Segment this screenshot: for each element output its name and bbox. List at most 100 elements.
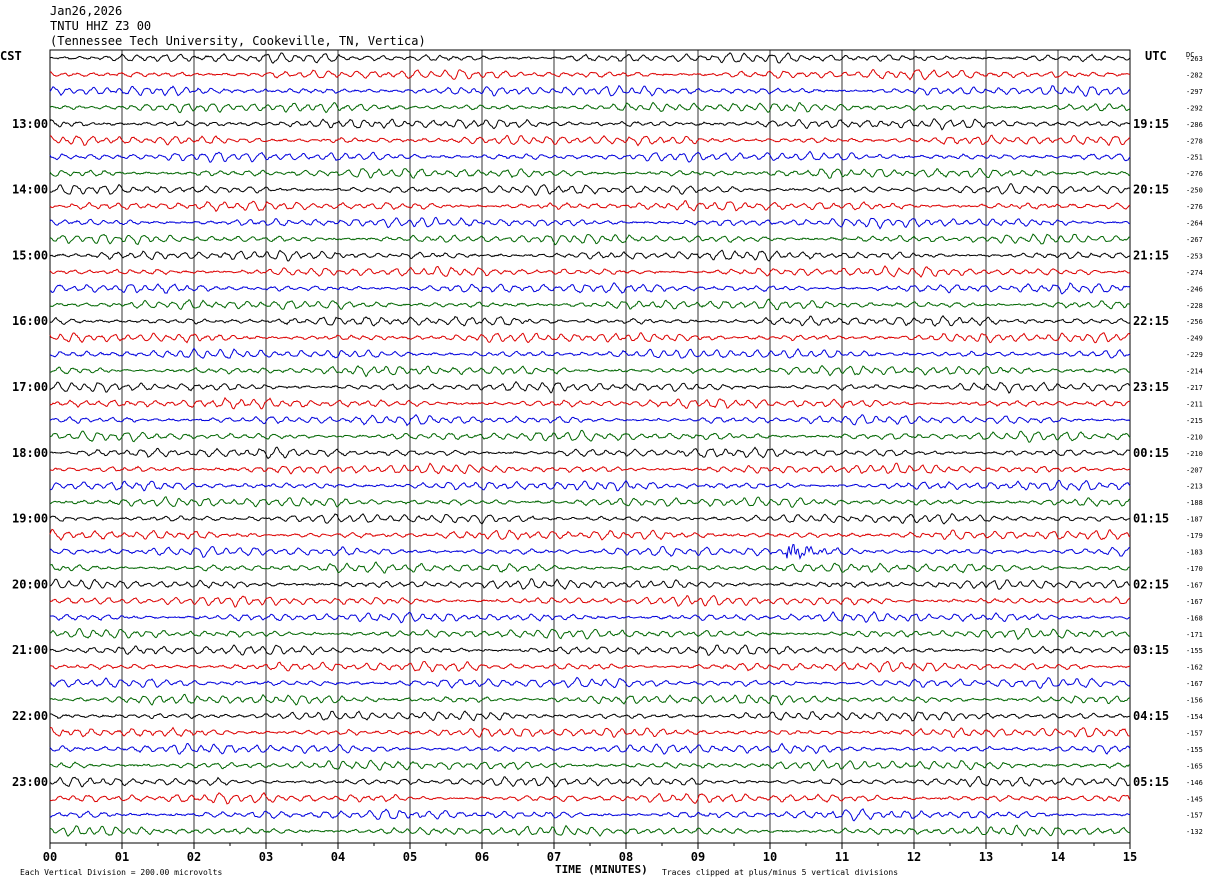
x-tick-label: 07 [547,850,561,864]
dc-offset-label: -267 [1186,236,1203,244]
dc-offset-label: -213 [1186,483,1203,491]
seismic-trace [49,134,1131,147]
seismic-trace [49,396,1131,410]
dc-offset-label: -170 [1186,565,1203,573]
seismic-trace [49,52,1131,64]
x-tick-label: 01 [115,850,129,864]
dc-offset-label: -249 [1186,335,1203,343]
dc-offset-label: -297 [1186,88,1203,96]
utc-hour-label: 19:15 [1133,117,1169,131]
utc-hour-label: 01:15 [1133,512,1169,526]
header-date: Jan26,2026 [50,4,123,18]
seismic-trace [49,84,1131,97]
x-tick-label: 15 [1123,850,1137,864]
dc-offset-label: -286 [1186,121,1203,129]
x-tick-label: 00 [43,850,57,864]
seismic-trace [49,644,1130,656]
dc-header-label: DC [1186,51,1194,59]
dc-offset-label: -214 [1186,368,1203,376]
seismic-trace [49,808,1131,822]
header-station: TNTU HHZ Z3 00 [50,19,152,33]
dc-offset-label: -155 [1186,647,1203,655]
seismic-trace [49,233,1131,246]
dc-offset-label: -154 [1186,713,1203,721]
dc-offset-label: -246 [1186,285,1203,293]
cst-hour-label: 22:00 [12,709,48,723]
dc-offset-label: -274 [1186,269,1203,277]
utc-hour-label: 02:15 [1133,577,1169,591]
dc-offset-label: -156 [1186,697,1203,705]
clip-note: Traces clipped at plus/minus 5 vertical … [662,868,898,877]
header-location: (Tennessee Tech University, Cookeville, … [50,34,426,48]
scale-note: Each Vertical Division = 200.00 microvol… [20,868,222,877]
dc-offset-label: -276 [1186,170,1203,178]
dc-offset-label: -253 [1186,252,1203,260]
seismic-trace [49,824,1131,837]
dc-offset-label: -155 [1186,746,1203,754]
dc-offset-label: -165 [1186,762,1203,770]
dc-offset-label: -157 [1186,729,1203,737]
utc-axis-label: UTC [1145,49,1167,63]
cst-hour-label: 21:00 [12,643,48,657]
seismic-trace [49,347,1131,359]
cst-hour-label: 18:00 [12,446,48,460]
dc-offset-label: -162 [1186,664,1203,672]
utc-hour-label: 20:15 [1133,183,1169,197]
seismic-trace [49,611,1131,624]
x-tick-label: 04 [331,850,345,864]
seismic-trace [49,101,1131,114]
dc-offset-label: -167 [1186,680,1203,688]
seismic-trace [49,446,1131,460]
seismic-trace [49,282,1131,295]
seismic-trace [49,496,1131,508]
dc-offset-label: -210 [1186,450,1203,458]
seismic-trace [49,429,1131,443]
dc-offset-label: -157 [1186,812,1203,820]
seismic-trace [49,462,1131,475]
x-tick-label: 10 [763,850,777,864]
plot-frame [49,49,1131,844]
dc-offset-label: -210 [1186,433,1203,441]
dc-offset-label: -167 [1186,581,1203,589]
dc-offset-label: -145 [1186,795,1203,803]
dc-offset-label: -217 [1186,384,1203,392]
dc-offset-label: -187 [1186,516,1203,524]
dc-offset-label: -292 [1186,104,1203,112]
dc-offset-label: -132 [1186,828,1203,836]
seismic-trace [49,676,1131,690]
dc-offset-label: -146 [1186,779,1203,787]
seismic-trace [49,200,1131,213]
seismic-trace [49,578,1131,590]
seismic-trace [49,543,1131,560]
cst-hour-label: 20:00 [12,577,48,591]
seismic-trace [49,660,1131,673]
x-tick-label: 12 [907,850,921,864]
seismic-trace [49,315,1131,327]
dc-offset-label: -276 [1186,203,1203,211]
x-tick-label: 09 [691,850,705,864]
seismic-trace [49,710,1131,722]
dc-offset-label: -263 [1186,55,1203,63]
cst-hour-label: 15:00 [12,248,48,262]
seismic-trace [49,265,1131,278]
seismic-trace [49,249,1131,262]
x-tick-label: 08 [619,850,633,864]
cst-hour-label: 14:00 [12,183,48,197]
x-tick-label: 02 [187,850,201,864]
seismic-trace [49,150,1131,163]
dc-offset-label: -207 [1186,466,1203,474]
seismic-trace [49,726,1131,739]
cst-hour-label: 16:00 [12,314,48,328]
seismic-trace [49,479,1131,492]
cst-axis-label: CST [0,49,22,63]
seismic-trace [49,628,1131,641]
seismic-trace [49,775,1131,788]
seismic-trace [49,742,1131,755]
dc-offset-label: -264 [1186,220,1203,228]
utc-hour-label: 03:15 [1133,643,1169,657]
seismic-trace [49,216,1131,230]
dc-offset-label: -188 [1186,499,1203,507]
cst-hour-label: 17:00 [12,380,48,394]
seismic-trace [49,118,1131,131]
